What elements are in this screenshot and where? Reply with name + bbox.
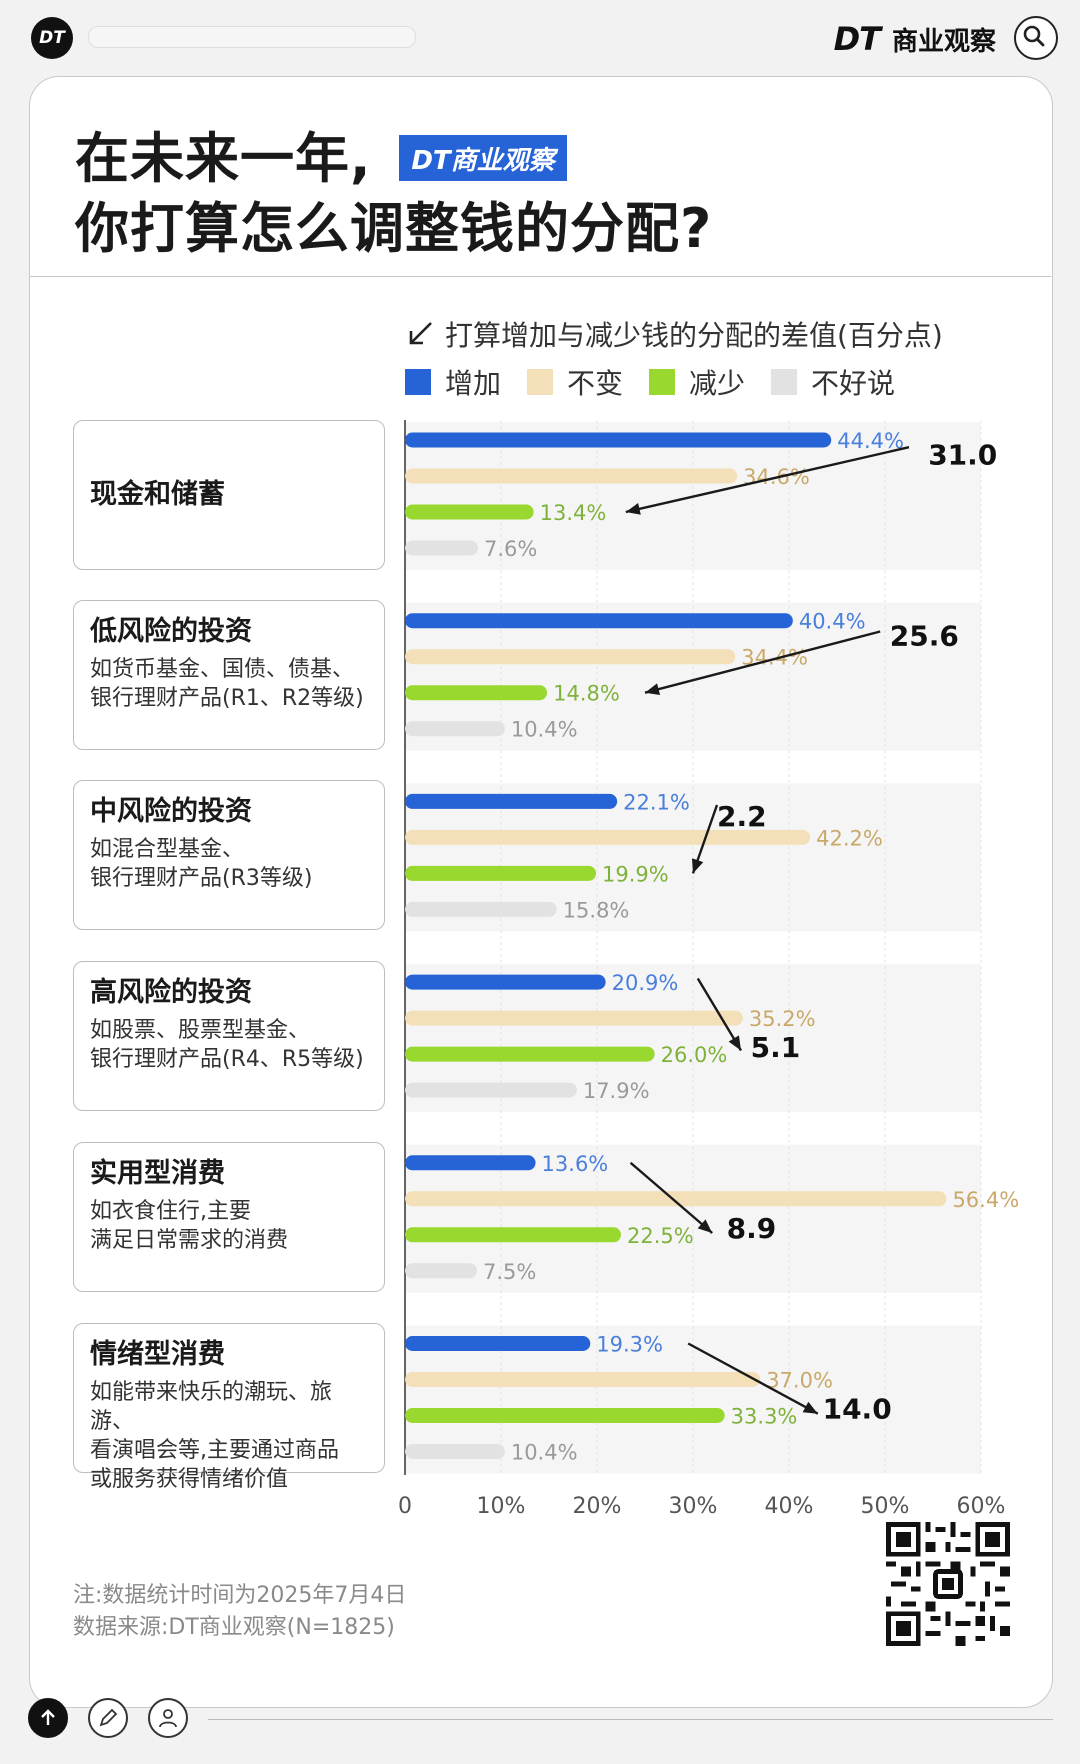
profile-button[interactable]: [148, 1698, 188, 1738]
category-description: 如衣食住行,主要 满足日常需求的消费: [90, 1199, 289, 1253]
category-name: 现金和储蓄: [90, 479, 225, 510]
top-bar: DT DT 商业观察: [0, 0, 1080, 80]
legend-item-decrease: 减少: [649, 362, 745, 402]
category-name: 高风险的投资: [90, 977, 252, 1008]
top-search-pill[interactable]: [88, 26, 416, 48]
legend-difference: 打算增加与减少钱的分配的差值(百分点): [405, 314, 943, 354]
scroll-top-button[interactable]: [28, 1698, 68, 1738]
category-name: 实用型消费: [90, 1158, 225, 1189]
title-divider: [29, 276, 1051, 277]
title-brand-badge: DT商业观察: [399, 135, 567, 181]
category-box-mid-risk: 中风险的投资 如混合型基金、 银行理财产品(R3等级): [73, 780, 385, 930]
legend-swatch: [649, 369, 676, 395]
legend: 增加 不变 减少 不好说: [405, 362, 921, 402]
user-icon: [159, 1709, 177, 1728]
search-button[interactable]: [1014, 16, 1058, 60]
title-line-2: 你打算怎么调整钱的分配?: [75, 197, 713, 260]
legend-label: 不好说: [811, 367, 896, 400]
source-text: 数据来源:DT商业观察(N=1825): [73, 1615, 395, 1640]
brand-name: 商业观察: [891, 26, 996, 57]
category-box-emotional-consumption: 情绪型消费 如能带来快乐的潮玩、旅游、 看演唱会等,主要通过商品 或服务获得情绪…: [73, 1323, 385, 1492]
brand-dt: DT: [833, 20, 881, 58]
category-box-high-risk: 高风险的投资 如股票、股票型基金、 银行理财产品(R4、R5等级): [73, 961, 385, 1111]
pencil-icon: [99, 1708, 118, 1727]
legend-label: 减少: [689, 367, 746, 400]
search-icon: [1023, 25, 1045, 47]
category-box-cash: 现金和储蓄: [73, 420, 385, 570]
footnote: 注:数据统计时间为2025年7月4日 数据来源:DT商业观察(N=1825): [73, 1580, 406, 1644]
edit-button[interactable]: [88, 1698, 128, 1738]
legend-label: 不变: [567, 367, 624, 400]
bottom-divider: [208, 1719, 1053, 1720]
legend-item-unsure: 不好说: [771, 362, 895, 402]
legend-difference-label: 打算增加与减少钱的分配的差值(百分点): [445, 319, 943, 352]
arrow-up-icon: [41, 1709, 55, 1725]
legend-item-unchanged: 不变: [527, 362, 623, 402]
legend-item-increase: 增加: [405, 362, 501, 402]
page-title: 在未来一年, 你打算怎么调整钱的分配?: [75, 124, 712, 264]
category-description: 如能带来快乐的潮玩、旅游、 看演唱会等,主要通过商品 或服务获得情绪价值: [90, 1380, 339, 1492]
qr-code[interactable]: [886, 1522, 1010, 1646]
category-description: 如混合型基金、 银行理财产品(R3等级): [90, 837, 313, 891]
legend-swatch: [771, 369, 798, 395]
note-text: 注:数据统计时间为2025年7月4日: [73, 1583, 407, 1608]
dt-logo[interactable]: DT: [31, 17, 73, 59]
brand-logo: DT 商业观察: [834, 20, 996, 58]
legend-swatch: [405, 369, 431, 395]
legend-swatch: [527, 369, 554, 395]
category-description: 如货币基金、国债、债基、 银行理财产品(R1、R2等级): [90, 657, 364, 711]
category-box-practical-consumption: 实用型消费 如衣食住行,主要 满足日常需求的消费: [73, 1142, 385, 1292]
category-box-low-risk: 低风险的投资 如货币基金、国债、债基、 银行理财产品(R1、R2等级): [73, 600, 385, 750]
category-name: 情绪型消费: [90, 1339, 225, 1370]
category-description: 如股票、股票型基金、 银行理财产品(R4、R5等级): [90, 1018, 364, 1072]
title-line-1: 在未来一年,: [75, 127, 372, 190]
category-name: 低风险的投资: [90, 616, 252, 647]
arrow-down-left-icon: [409, 322, 432, 345]
category-name: 中风险的投资: [90, 796, 252, 827]
legend-label: 增加: [445, 367, 502, 400]
